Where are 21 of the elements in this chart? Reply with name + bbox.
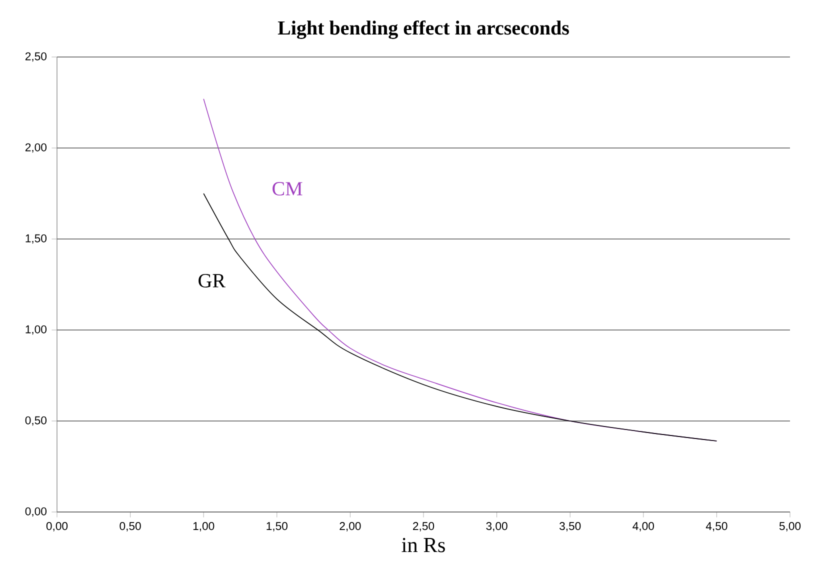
y-tick-label: 0,00 [25, 507, 47, 517]
x-tick-label: 2,00 [340, 522, 361, 532]
x-tick-label: 1,50 [266, 522, 288, 532]
x-tick-label: 4,50 [706, 522, 728, 532]
x-tick-label: 0,00 [46, 522, 68, 532]
y-tick-label: 2,50 [25, 52, 47, 62]
x-tick-label: 0,50 [120, 522, 141, 532]
y-tick-label: 1,50 [26, 234, 47, 244]
y-tick-label: 0,50 [25, 416, 47, 426]
x-tick-label: 3,00 [486, 522, 508, 532]
x-tick-label: 3,50 [560, 522, 581, 532]
chart-title: Light bending effect in arcseconds [278, 20, 569, 39]
x-tick-label: 4,00 [632, 522, 654, 532]
y-tick-label: 2,00 [25, 143, 47, 153]
x-tick-label: 5,00 [779, 522, 801, 532]
x-tick-label: 1,00 [193, 522, 214, 532]
y-tick-label: 1,00 [26, 325, 47, 335]
x-tick-label: 2,50 [413, 522, 434, 532]
series-label: GR [198, 274, 226, 288]
series-label: CM [272, 182, 302, 196]
x-axis-title: in Rs [402, 538, 445, 552]
